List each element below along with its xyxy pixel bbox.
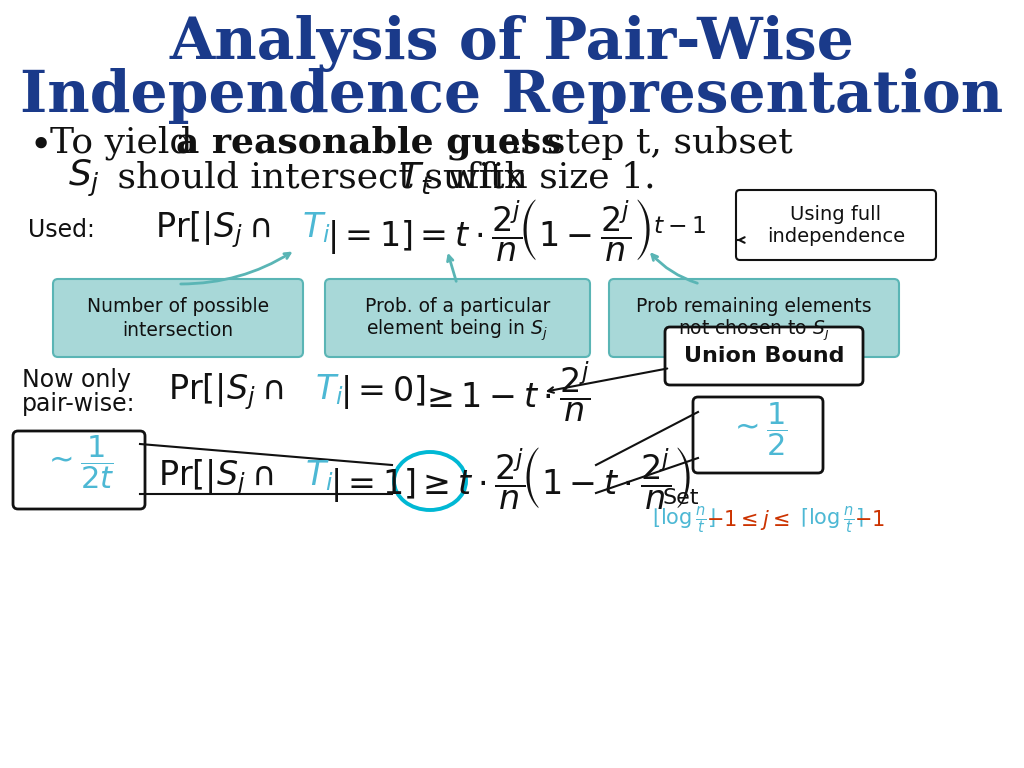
Text: $| = 1] = t\cdot\dfrac{2^j}{n}\!\left(1-\dfrac{2^j}{n}\right)^{t-1}$: $| = 1] = t\cdot\dfrac{2^j}{n}\!\left(1-… (327, 197, 707, 263)
Text: element being in $S_j$: element being in $S_j$ (367, 317, 549, 343)
Text: Using full: Using full (791, 204, 882, 223)
FancyBboxPatch shape (53, 279, 303, 357)
Text: To yield: To yield (50, 126, 204, 161)
Text: $| = 1] \geq t\cdot\dfrac{2^j}{n}\!\left(1-t\cdot\dfrac{2^j}{n}\right)$: $| = 1] \geq t\cdot\dfrac{2^j}{n}\!\left… (330, 445, 691, 511)
Text: $T_t$: $T_t$ (398, 160, 433, 196)
Text: Analysis of Pair-Wise: Analysis of Pair-Wise (170, 15, 854, 71)
Text: $\lfloor\log\frac{n}{t}\rfloor$: $\lfloor\log\frac{n}{t}\rfloor$ (652, 505, 716, 535)
Text: $\geq 1 - t\cdot\dfrac{2^j}{n}$: $\geq 1 - t\cdot\dfrac{2^j}{n}$ (420, 359, 591, 425)
Text: $T_i$: $T_i$ (315, 372, 344, 407)
Text: Union Bound: Union Bound (684, 346, 844, 366)
Text: Prob remaining elements: Prob remaining elements (636, 296, 871, 316)
Text: not chosen to $S_j$: not chosen to $S_j$ (678, 317, 829, 343)
Text: Now only: Now only (22, 368, 131, 392)
Text: $\mathrm{Pr}[|S_j \cap$: $\mathrm{Pr}[|S_j \cap$ (158, 458, 273, 498)
Text: $| = 0]\;$: $| = 0]\;$ (340, 373, 426, 411)
Text: independence: independence (767, 227, 905, 246)
Text: Used:: Used: (28, 218, 95, 242)
Text: intersection: intersection (123, 320, 233, 339)
Text: $S_j$: $S_j$ (68, 157, 100, 199)
Text: $\bullet$: $\bullet$ (28, 124, 48, 162)
FancyBboxPatch shape (665, 327, 863, 385)
Text: $T_i$: $T_i$ (305, 458, 334, 493)
Text: a reasonable guess: a reasonable guess (176, 126, 561, 161)
Text: $\sim\dfrac{1}{2t}$: $\sim\dfrac{1}{2t}$ (43, 433, 115, 491)
Text: $T_i$: $T_i$ (302, 210, 331, 245)
Text: at step t, subset: at step t, subset (488, 126, 793, 160)
Text: $\lceil\log\frac{n}{t}\rceil$: $\lceil\log\frac{n}{t}\rceil$ (800, 505, 863, 535)
Text: Prob. of a particular: Prob. of a particular (365, 296, 550, 316)
Text: $\mathrm{Pr}[|S_j \cap$: $\mathrm{Pr}[|S_j \cap$ (155, 210, 270, 250)
Text: pair-wise:: pair-wise: (22, 392, 135, 416)
Text: $- 1 \leq j \leq$: $- 1 \leq j \leq$ (706, 508, 790, 532)
Text: $-1$: $-1$ (854, 510, 885, 530)
Text: $\mathrm{Pr}[|S_j \cap$: $\mathrm{Pr}[|S_j \cap$ (168, 372, 284, 412)
Text: with size 1.: with size 1. (436, 161, 655, 195)
Text: should intersect suffix: should intersect suffix (106, 161, 537, 195)
Text: Independence Representation: Independence Representation (20, 68, 1004, 124)
FancyBboxPatch shape (736, 190, 936, 260)
FancyBboxPatch shape (13, 431, 145, 509)
FancyBboxPatch shape (609, 279, 899, 357)
FancyBboxPatch shape (325, 279, 590, 357)
Text: $\sim\dfrac{1}{2}$: $\sim\dfrac{1}{2}$ (729, 400, 787, 458)
FancyBboxPatch shape (693, 397, 823, 473)
Text: Set: Set (662, 488, 698, 508)
Text: Number of possible: Number of possible (87, 296, 269, 316)
